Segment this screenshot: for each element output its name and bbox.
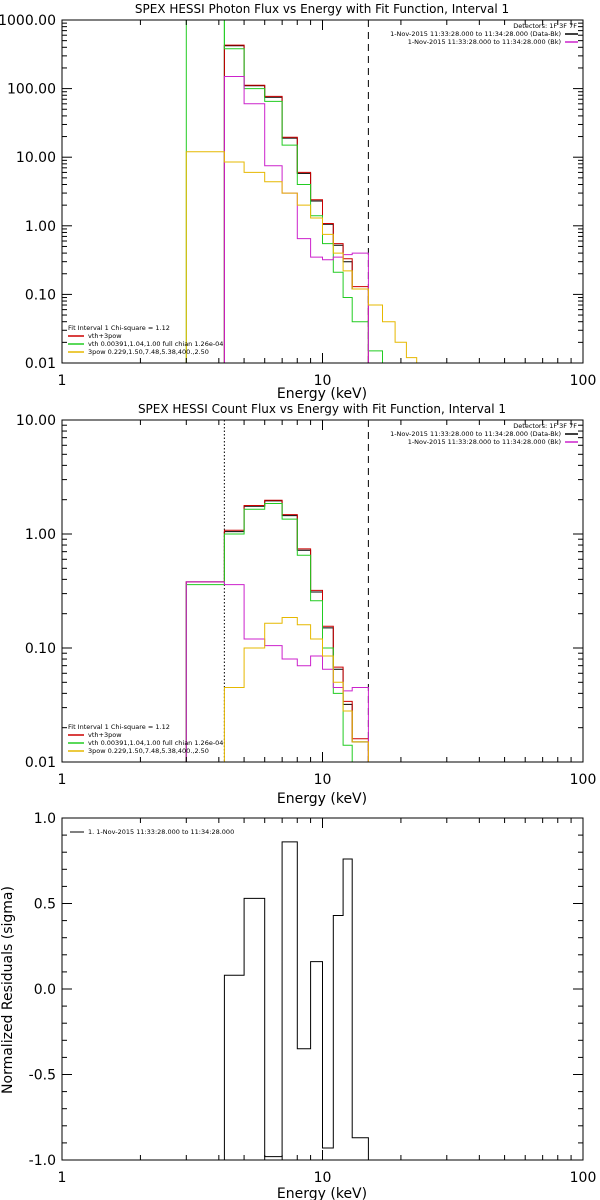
photon-flux-title: SPEX HESSI Photon Flux vs Energy with Fi… (135, 2, 509, 16)
y-tick-label: 0.01 (25, 755, 56, 771)
fit-info: Fit Interval 1 Chi-square = 1.12 (68, 324, 170, 332)
series-2-seg-0 (185, 19, 383, 363)
y-tick-label: -0.5 (29, 1068, 56, 1084)
series-2-seg-0 (185, 503, 369, 763)
series-0-seg-0 (223, 45, 369, 363)
legend-entry: Detectors: 1F 3F 7F (513, 22, 577, 30)
x-tick-label: 100 (570, 373, 597, 389)
series-1-seg-0 (223, 44, 369, 363)
x-tick-label: 10 (314, 1170, 332, 1186)
count-flux-chart: SPEX HESSI Count Flux vs Energy with Fit… (16, 402, 596, 807)
legend-entry: 1. 1-Nov-2015 11:33:28.000 to 11:34:28.0… (88, 828, 234, 836)
y-tick-label: 1.00 (25, 219, 56, 235)
series-4-seg-0 (185, 151, 418, 363)
y-tick-label: 0.10 (25, 287, 56, 303)
residuals-ylabel: Normalized Residuals (sigma) (0, 886, 16, 1094)
photon-flux-xlabel: Energy (keV) (277, 386, 367, 402)
count-flux-title: SPEX HESSI Count Flux vs Energy with Fit… (138, 402, 506, 416)
legend-entry: Detectors: 1F 3F 7F (513, 422, 577, 430)
fit-info: vth 0.00391,1.04,1.00 full chian 1.26e-0… (88, 739, 223, 747)
legend-entry: 1-Nov-2015 11:33:28.000 to 11:34:28.000 … (390, 30, 561, 38)
y-tick-label: 1000.00 (0, 13, 56, 29)
series-4-seg-0 (223, 617, 369, 762)
legend-entry: 1-Nov-2015 11:33:28.000 to 11:34:28.000 … (390, 430, 561, 438)
legend-entry: 1-Nov-2015 11:33:28.000 to 11:34:28.000 … (408, 38, 561, 46)
residuals-xlabel: Energy (keV) (277, 1186, 367, 1200)
y-tick-label: 1.00 (25, 527, 56, 543)
y-tick-label: 10.00 (16, 413, 56, 429)
x-tick-label: 1 (58, 373, 67, 389)
y-tick-label: 0.5 (34, 897, 56, 913)
x-tick-label: 10 (314, 772, 332, 788)
y-tick-label: 1.0 (34, 811, 56, 827)
fit-info: vth+3pow (88, 332, 122, 340)
fit-info: vth 0.00391,1.04,1.00 full chian 1.26e-0… (88, 340, 223, 348)
x-tick-label: 1 (58, 772, 67, 788)
y-tick-label: 0.0 (34, 982, 56, 998)
fit-info: 3pow 0.229,1.50,7.48,5.38,400.,2.50 (88, 348, 209, 356)
y-tick-label: -1.0 (29, 1153, 56, 1169)
fit-info: vth+3pow (88, 731, 122, 739)
y-tick-label: 10.00 (16, 150, 56, 166)
fit-info: Fit Interval 1 Chi-square = 1.12 (68, 723, 170, 731)
y-tick-label: 0.10 (25, 641, 56, 657)
series-3-seg-0 (223, 76, 369, 363)
photon-flux-chart: SPEX HESSI Photon Flux vs Energy with Fi… (0, 2, 596, 402)
x-tick-label: 100 (570, 772, 597, 788)
y-tick-label: 0.01 (25, 356, 56, 372)
fit-info: 3pow 0.229,1.50,7.48,5.38,400.,2.50 (88, 747, 209, 755)
series-0-seg-0 (185, 500, 369, 762)
series-3-seg-0 (185, 581, 369, 762)
legend-entry: 1-Nov-2015 11:33:28.000 to 11:34:28.000 … (408, 438, 561, 446)
series-0-seg-0 (223, 841, 369, 1160)
x-tick-label: 1 (58, 1170, 67, 1186)
residuals-chart: Energy (keV) Normalized Residuals (sigma… (0, 811, 596, 1200)
plot-frame (61, 19, 584, 364)
x-tick-label: 100 (570, 1170, 597, 1186)
series-1-seg-0 (185, 499, 369, 762)
y-tick-label: 100.00 (7, 82, 56, 98)
count-flux-xlabel: Energy (keV) (277, 791, 367, 807)
x-tick-label: 10 (314, 373, 332, 389)
